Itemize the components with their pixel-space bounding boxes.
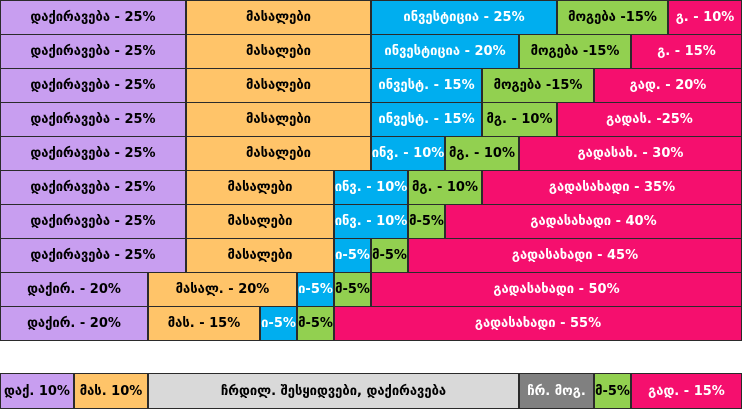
row-10-segment-5: გადასახადი - 55% [334, 306, 742, 341]
row-9-segment-5: გადასახადი - 50% [371, 272, 742, 307]
chart-gap [0, 341, 742, 371]
row-10-segment-1: დაქირ. - 20% [0, 306, 148, 341]
row-1-segment-5: გ. - 10% [668, 0, 742, 35]
row-3-segment-4: მოგება -15% [482, 68, 594, 103]
row-10-segment-4: მ-5% [297, 306, 334, 341]
row-5-segment-2: მასალები [186, 136, 371, 171]
row-3-segment-5: გად. - 20% [594, 68, 742, 103]
bottom-row-b1-segment-4: ჩრ. მოგ. [519, 373, 594, 409]
row-7-segment-4: მ-5% [408, 204, 445, 239]
row-10-segment-2: მას. - 15% [148, 306, 260, 341]
row-8-segment-1: დაქირავება - 25% [0, 238, 186, 273]
row-4-segment-4: მგ. - 10% [482, 102, 557, 137]
row-8-segment-5: გადასახადი - 45% [408, 238, 742, 273]
row-7-segment-2: მასალები [186, 204, 334, 239]
row-5-segment-1: დაქირავება - 25% [0, 136, 186, 171]
row-6-segment-5: გადასახადი - 35% [482, 170, 742, 205]
row-6-segment-2: მასალები [186, 170, 334, 205]
row-3-segment-2: მასალები [186, 68, 371, 103]
row-4-segment-3: ინვესტ. - 15% [371, 102, 482, 137]
row-4-segment-1: დაქირავება - 25% [0, 102, 186, 137]
row-8-segment-2: მასალები [186, 238, 334, 273]
bottom-row-b1-segment-1: დაქ. 10% [0, 373, 74, 409]
row-3-segment-3: ინვესტ. - 15% [371, 68, 482, 103]
row-8-segment-3: ი-5% [334, 238, 371, 273]
row-9-segment-3: ი-5% [297, 272, 334, 307]
row-5-segment-3: ინვ. - 10% [371, 136, 445, 171]
bottom-row-b1-segment-2: მას. 10% [74, 373, 148, 409]
row-8-segment-4: მ-5% [371, 238, 408, 273]
row-4-segment-5: გადას. -25% [557, 102, 742, 137]
row-5-segment-4: მგ. - 10% [445, 136, 519, 171]
row-4-segment-2: მასალები [186, 102, 371, 137]
row-2-segment-1: დაქირავება - 25% [0, 34, 186, 69]
bottom-row-b1-segment-3: ჩრდილ. შესყიდვები, დაქირავება [148, 373, 519, 409]
row-7-segment-5: გადასახადი - 40% [445, 204, 742, 239]
row-2-segment-2: მასალები [186, 34, 371, 69]
row-2-segment-5: გ. - 15% [631, 34, 742, 69]
row-1-segment-1: დაქირავება - 25% [0, 0, 186, 35]
row-1-segment-4: მოგება -15% [557, 0, 668, 35]
row-7-segment-1: დაქირავება - 25% [0, 204, 186, 239]
row-6-segment-1: დაქირავება - 25% [0, 170, 186, 205]
bottom-row-b1-segment-6: გად. - 15% [631, 373, 742, 409]
row-1-segment-2: მასალები [186, 0, 371, 35]
row-6-segment-3: ინვ. - 10% [334, 170, 408, 205]
row-2-segment-4: მოგება -15% [519, 34, 631, 69]
row-7-segment-3: ინვ. - 10% [334, 204, 408, 239]
row-3-segment-1: დაქირავება - 25% [0, 68, 186, 103]
row-5-segment-5: გადასახ. - 30% [519, 136, 742, 171]
row-6-segment-4: მგ. - 10% [408, 170, 482, 205]
row-2-segment-3: ინვესტიცია - 20% [371, 34, 519, 69]
row-10-segment-3: ი-5% [260, 306, 297, 341]
row-1-segment-3: ინვესტიცია - 25% [371, 0, 557, 35]
row-9-segment-2: მასალ. - 20% [148, 272, 297, 307]
row-9-segment-1: დაქირ. - 20% [0, 272, 148, 307]
row-9-segment-4: მ-5% [334, 272, 371, 307]
bottom-row-b1-segment-5: მ-5% [594, 373, 631, 409]
